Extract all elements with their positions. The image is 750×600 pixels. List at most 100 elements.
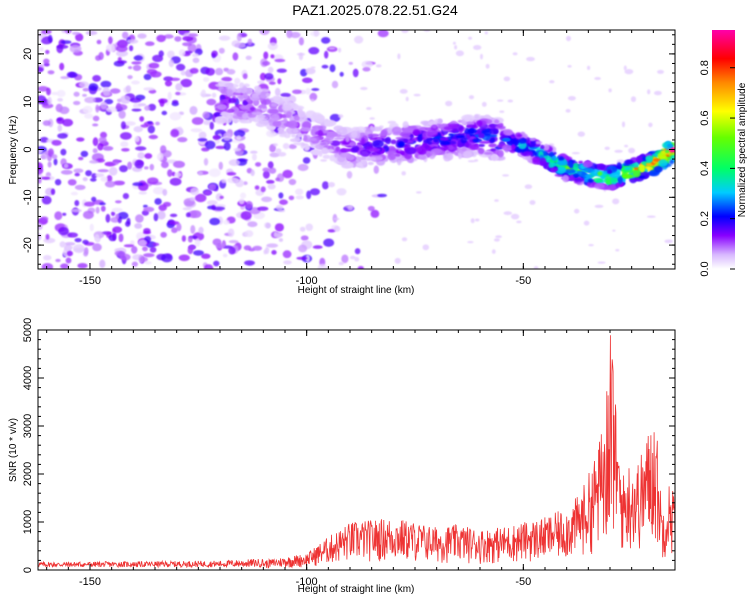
heatmap-cell <box>549 80 555 84</box>
heatmap-cell <box>351 145 360 152</box>
heatmap-cell <box>172 99 179 104</box>
heatmap-cell <box>288 178 297 186</box>
heatmap-cell <box>503 129 513 136</box>
heatmap-cell <box>470 218 475 224</box>
heatmap-cell <box>448 133 454 137</box>
heatmap-cell <box>58 227 69 236</box>
heatmap-cell <box>667 143 674 148</box>
heatmap-cell <box>323 238 335 247</box>
heatmap-cell <box>189 106 198 115</box>
heatmap-cell <box>243 181 248 186</box>
heatmap-cell <box>137 33 147 39</box>
heatmap-cell <box>122 31 129 39</box>
heatmap-cell <box>54 179 62 186</box>
heatmap-cell <box>219 99 228 105</box>
heatmap-cell <box>373 165 379 174</box>
heatmap-cell <box>69 44 82 53</box>
heatmap-cell <box>477 147 485 155</box>
heatmap-cell <box>43 255 52 261</box>
heatmap-cell <box>119 253 131 261</box>
heatmap-cell <box>250 95 260 101</box>
heatmap-cell <box>317 263 328 269</box>
y-tick-label: 5000 <box>22 318 34 342</box>
snr-plot-area <box>38 335 675 569</box>
heatmap-cell <box>317 130 324 137</box>
heatmap-cell <box>224 83 234 88</box>
heatmap-cell <box>218 35 231 41</box>
heatmap-cell <box>623 65 627 71</box>
heatmap-cell <box>92 115 100 122</box>
heatmap-cell <box>112 226 123 233</box>
heatmap-cell <box>452 41 456 45</box>
heatmap-cell <box>39 47 44 52</box>
heatmap-cell <box>51 139 62 146</box>
heatmap-cell <box>664 149 670 154</box>
heatmap-cell <box>367 161 374 166</box>
heatmap-cell <box>415 147 423 153</box>
heatmap-cell <box>469 144 480 150</box>
heatmap-cell <box>204 190 212 196</box>
heatmap-cell <box>262 170 270 179</box>
heatmap-cell <box>219 195 224 199</box>
heatmap-cell <box>467 160 476 163</box>
heatmap-cell <box>45 49 50 55</box>
heatmap-cell <box>594 77 601 80</box>
heatmap-cell <box>234 77 241 85</box>
heatmap-cell <box>628 147 636 154</box>
heatmap-cell <box>170 129 180 138</box>
heatmap-cell <box>90 177 97 182</box>
heatmap-cell <box>232 52 239 61</box>
heatmap-cell <box>339 71 344 77</box>
heatmap-cell <box>594 204 604 208</box>
heatmap-cell <box>616 162 622 170</box>
heatmap-cell <box>108 166 118 176</box>
heatmap-cell <box>292 105 305 111</box>
y-tick-label: 2000 <box>22 462 34 486</box>
heatmap-cell <box>100 131 107 139</box>
heatmap-cell <box>181 235 186 242</box>
heatmap-cell <box>268 167 277 174</box>
heatmap-cell <box>347 162 354 168</box>
heatmap-cell <box>352 68 359 78</box>
heatmap-cell <box>56 89 66 98</box>
heatmap-cell <box>159 99 165 107</box>
heatmap-cell <box>198 226 204 234</box>
heatmap-cell <box>278 130 288 135</box>
heatmap-cell <box>624 167 633 171</box>
heatmap-cell <box>92 123 99 127</box>
heatmap-cell <box>297 110 306 118</box>
heatmap-cell <box>492 153 497 161</box>
heatmap-cell <box>657 69 664 74</box>
heatmap-cell <box>148 62 160 69</box>
heatmap-cell <box>267 66 274 74</box>
heatmap-cell <box>245 55 252 60</box>
heatmap-cell <box>572 163 579 170</box>
heatmap-cell <box>263 113 271 119</box>
heatmap-cell <box>257 80 265 85</box>
heatmap-cell <box>549 167 559 172</box>
heatmap-cell <box>74 200 80 207</box>
heatmap-cell <box>95 206 100 214</box>
heatmap-cell <box>175 83 183 91</box>
heatmap-cell <box>503 147 512 151</box>
heatmap-cell <box>104 180 116 188</box>
heatmap-cell <box>455 50 464 57</box>
heatmap-cell <box>180 78 192 88</box>
heatmap-cell <box>298 37 304 46</box>
heatmap-cell <box>89 223 94 232</box>
heatmap-cell <box>59 62 65 71</box>
heatmap-cell <box>282 143 290 150</box>
heatmap-cell <box>540 144 545 150</box>
heatmap-cell <box>96 39 102 45</box>
heatmap-cell <box>112 232 117 241</box>
heatmap-cell <box>74 184 86 190</box>
heatmap-cell <box>152 54 164 63</box>
heatmap-cell <box>148 103 156 111</box>
heatmap-cell <box>468 36 473 40</box>
y-tick-label: 20 <box>22 48 34 60</box>
heatmap-cell <box>377 30 389 38</box>
heatmap-cell <box>291 134 297 138</box>
heatmap-cell <box>185 212 191 218</box>
heatmap-cell <box>610 177 618 183</box>
heatmap-cell <box>169 177 182 186</box>
